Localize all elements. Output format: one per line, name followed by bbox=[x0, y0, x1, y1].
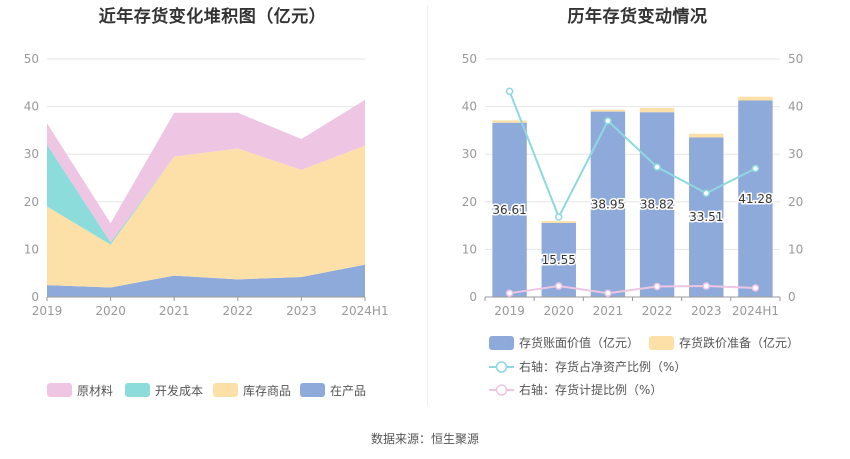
bar-impairment-reserve bbox=[689, 133, 724, 138]
bar-impairment-reserve bbox=[590, 109, 626, 112]
left-x-tick-label: 2022 bbox=[223, 304, 254, 318]
left-y-tick-label: 30 bbox=[24, 147, 39, 161]
legend-label-原材料: 原材料 bbox=[77, 384, 113, 398]
bar-value-label: 41.28 bbox=[738, 192, 772, 206]
right-y-tick-label: 20 bbox=[462, 195, 477, 209]
legend-swatch-原材料 bbox=[47, 383, 72, 397]
right-x-tick-label: 2019 bbox=[494, 304, 525, 318]
left-x-tick-label: 2020 bbox=[95, 304, 126, 318]
line-series-1 bbox=[508, 91, 756, 220]
legend-label-存货跌价准备（亿元）: 存货跌价准备（亿元） bbox=[679, 335, 799, 350]
legend-swatch-存货账面价值（亿元） bbox=[489, 336, 514, 350]
legend-label-右轴：存货占净资产比例（%）: 右轴：存货占净资产比例（%） bbox=[519, 359, 686, 374]
left-chart-title: 近年存货变化堆积图（亿元） bbox=[98, 7, 327, 27]
bar-value-label: 38.95 bbox=[591, 197, 625, 211]
bar-value-label: 38.82 bbox=[640, 198, 674, 212]
chart-divider bbox=[427, 6, 428, 406]
legend-swatch-存货跌价准备（亿元） bbox=[649, 336, 674, 350]
right-y-tick-label: 40 bbox=[462, 100, 477, 114]
line-point-1 bbox=[555, 213, 563, 221]
line-point-2 bbox=[751, 284, 760, 292]
right-y2-tick-label: 40 bbox=[788, 100, 803, 114]
line-point-1 bbox=[653, 163, 661, 171]
left-x-tick-label: 2023 bbox=[286, 304, 317, 318]
right-y2-tick-label: 50 bbox=[788, 52, 803, 66]
right-y2-tick-label: 0 bbox=[788, 290, 796, 304]
line-point-1 bbox=[751, 164, 760, 173]
bar-impairment-reserve bbox=[492, 120, 527, 123]
legend-label-存货账面价值（亿元）: 存货账面价值（亿元） bbox=[519, 335, 639, 350]
legend-label-库存商品: 库存商品 bbox=[243, 383, 291, 398]
bar-carrying-value bbox=[639, 112, 675, 297]
bar-impairment-reserve bbox=[541, 221, 576, 223]
legend-swatch-在产品 bbox=[300, 383, 325, 397]
legend-marker-2 bbox=[495, 384, 508, 396]
left-x-tick-label: 2024H1 bbox=[341, 304, 388, 318]
right-y-tick-label: 0 bbox=[469, 290, 477, 304]
right-y2-tick-label: 10 bbox=[788, 242, 803, 256]
legend-label-右轴：存货计提比例（%）: 右轴：存货计提比例（%） bbox=[519, 382, 662, 397]
right-y-tick-label: 10 bbox=[462, 242, 477, 256]
right-x-tick-label: 2024H1 bbox=[732, 304, 779, 318]
right-y-tick-label: 30 bbox=[462, 147, 477, 161]
area-在产品 bbox=[47, 264, 365, 297]
bar-value-label: 36.61 bbox=[492, 203, 526, 217]
bar-impairment-reserve bbox=[639, 107, 675, 113]
line-point-2 bbox=[555, 282, 563, 290]
line-point-1 bbox=[702, 189, 710, 197]
bar-value-label: 33.51 bbox=[689, 210, 723, 224]
right-x-tick-label: 2020 bbox=[543, 304, 574, 318]
source-text: 数据来源：恒生聚源 bbox=[370, 432, 479, 446]
right-y2-tick-label: 30 bbox=[788, 147, 803, 161]
line-point-2 bbox=[653, 282, 661, 291]
line-series-2 bbox=[509, 285, 756, 295]
line-point-2 bbox=[604, 289, 612, 297]
left-y-tick-label: 50 bbox=[24, 52, 39, 66]
legend-label-开发成本: 开发成本 bbox=[155, 383, 203, 398]
line-point-2 bbox=[505, 289, 514, 297]
left-y-tick-label: 20 bbox=[24, 195, 39, 209]
bar-impairment-reserve bbox=[738, 96, 773, 101]
legend-label-在产品: 在产品 bbox=[330, 384, 366, 398]
bar-carrying-value bbox=[492, 122, 527, 298]
right-x-tick-label: 2022 bbox=[642, 304, 673, 318]
area-原材料 bbox=[47, 99, 365, 243]
bar-carrying-value bbox=[738, 100, 773, 297]
line-point-1 bbox=[604, 117, 612, 125]
legend-swatch-库存商品 bbox=[213, 383, 238, 397]
legend-swatch-开发成本 bbox=[125, 383, 150, 397]
left-y-tick-label: 0 bbox=[31, 290, 39, 304]
left-x-tick-label: 2019 bbox=[32, 304, 63, 318]
right-x-tick-label: 2023 bbox=[691, 304, 722, 318]
right-chart-title: 历年存货变动情况 bbox=[567, 7, 708, 27]
left-x-tick-label: 2021 bbox=[159, 304, 190, 318]
legend-marker-1 bbox=[495, 361, 508, 373]
line-point-2 bbox=[702, 282, 710, 290]
area-库存商品 bbox=[47, 145, 365, 288]
left-y-tick-label: 40 bbox=[24, 100, 39, 114]
line-point-1 bbox=[505, 87, 514, 96]
right-x-tick-label: 2021 bbox=[593, 304, 624, 318]
right-y-tick-label: 50 bbox=[462, 52, 477, 66]
bar-value-label: 15.55 bbox=[542, 253, 576, 267]
left-y-tick-label: 10 bbox=[24, 242, 39, 256]
right-y2-tick-label: 20 bbox=[788, 195, 803, 209]
bar-carrying-value bbox=[689, 137, 724, 297]
